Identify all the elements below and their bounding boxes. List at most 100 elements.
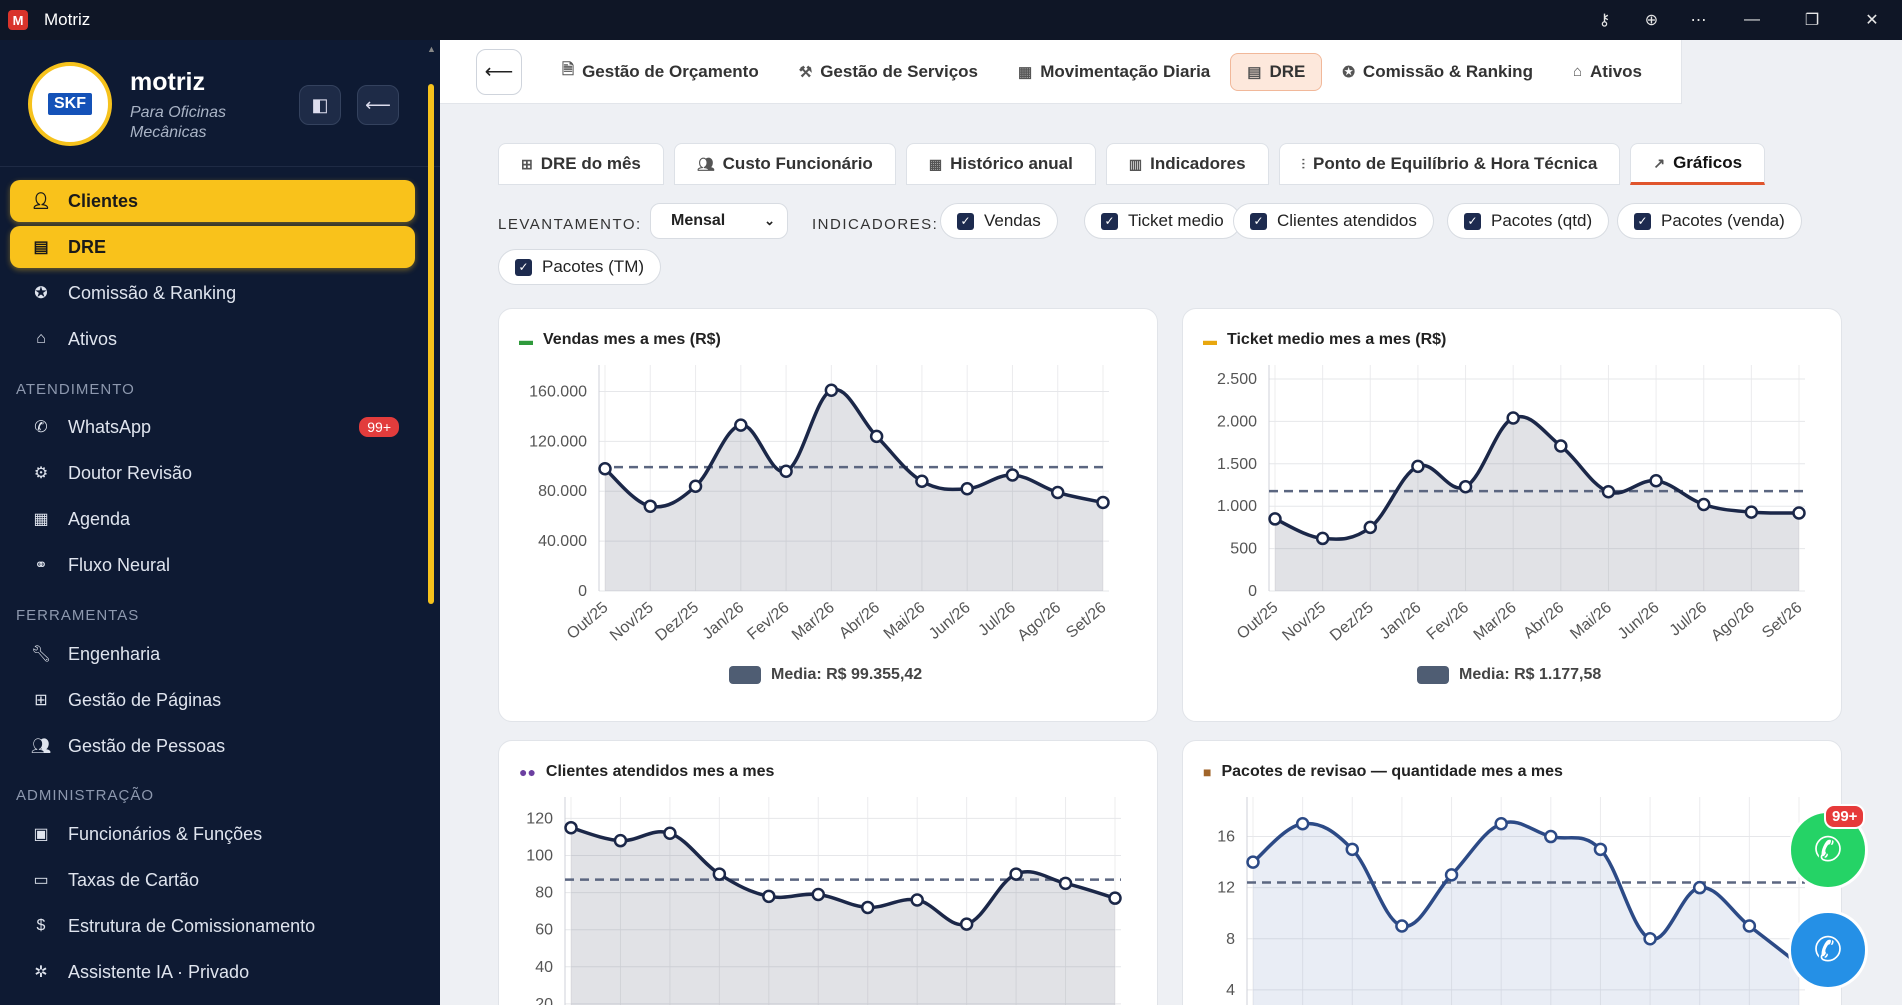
main-content: ⟵ 🗎︎ Gestão de Orçamento ⚒ Gestão de Servi… [440, 40, 1902, 1005]
subtab-ponto-equilibrio[interactable]: ⫶ Ponto de Equilíbrio & Hora Técnica [1278, 143, 1621, 185]
id-card-icon: ▣ [33, 826, 49, 843]
table-icon: ⊞ [521, 155, 533, 172]
series-area [1253, 822, 1799, 1005]
indicator-chip-clientes-atendidos[interactable]: ✓ Clientes atendidos [1233, 203, 1434, 239]
indicator-chip-vendas[interactable]: ✓ Vendas [940, 203, 1058, 239]
indicator-chip-ticket-medio[interactable]: ✓ Ticket medio [1084, 203, 1241, 239]
tab-dre[interactable]: ▤ DRE [1230, 52, 1323, 91]
wrench-icon: 🔧︎ [30, 646, 52, 663]
data-point [1246, 855, 1260, 869]
y-tick-label: 100 [526, 848, 553, 865]
data-point [1792, 506, 1806, 520]
y-tick-label: 0 [578, 583, 587, 600]
more-icon[interactable]: ⋯ [1690, 12, 1707, 29]
whatsapp-badge: 99+ [359, 417, 399, 437]
subtab-custo-funcionario[interactable]: 👥︎ Custo Funcionário [673, 143, 896, 185]
brand-name: motriz [130, 68, 205, 96]
tab-movimentacao-diaria[interactable]: ▦ Movimentação Diaria [1018, 61, 1211, 81]
calendar-clock-icon: ▦ [1018, 63, 1033, 81]
checkbox-checked-icon[interactable]: ✓ [1250, 212, 1267, 230]
legend-swatch [1417, 666, 1449, 684]
sidebar-item-doutor-revisao[interactable]: ⚙ Doutor Revisão [10, 452, 415, 494]
ai-icon: ✲ [34, 964, 48, 981]
y-tick-label: 8 [1226, 931, 1235, 948]
x-tick-label: Jun/26 [926, 599, 974, 643]
levantamento-select[interactable]: Mensal ⌄ [650, 203, 788, 239]
box-icon: ■ [1203, 764, 1212, 780]
checkbox-checked-icon[interactable]: ✓ [957, 212, 974, 230]
sidebar-item-comissao[interactable]: ✪ Comissão & Ranking [10, 272, 415, 314]
whatsapp-icon: ✆ [1813, 831, 1843, 869]
checkbox-checked-icon[interactable]: ✓ [515, 258, 532, 276]
minimize-button[interactable]: — [1744, 11, 1760, 28]
indicator-chip-pacotes-tm[interactable]: ✓ Pacotes (TM) [498, 249, 662, 285]
key-icon[interactable]: ⚷ [1598, 12, 1611, 29]
sidebar-item-taxas-cartao[interactable]: ▭ Taxas de Cartão [10, 859, 415, 901]
indicator-chip-pacotes-qtd[interactable]: ✓ Pacotes (qtd) [1447, 203, 1610, 239]
users-icon: 👥︎ [696, 155, 715, 172]
subtab-indicadores[interactable]: ▥ Indicadores [1105, 143, 1269, 185]
section-atendimento: ATENDIMENTO [16, 381, 135, 398]
sidebar-item-dre[interactable]: ▤ DRE [10, 226, 415, 268]
data-point [915, 474, 929, 489]
sidebar-item-assistente-ia[interactable]: ✲ Assistente IA · Privado [10, 951, 415, 993]
indicator-chip-pacotes-venda[interactable]: ✓ Pacotes (venda) [1617, 203, 1802, 239]
scroll-up-icon[interactable]: ▲ [427, 44, 436, 54]
data-point [1554, 439, 1568, 453]
checkbox-checked-icon[interactable]: ✓ [1464, 212, 1481, 230]
sidebar-item-fluxo-neural[interactable]: ⚭ Fluxo Neural [10, 544, 415, 586]
award-icon: ✪ [34, 285, 48, 302]
indicadores-label: INDICADORES: [812, 216, 939, 233]
checkbox-checked-icon[interactable]: ✓ [1101, 212, 1118, 230]
data-point [643, 499, 658, 513]
sidebar-item-ativos[interactable]: ⌂ Ativos [10, 318, 415, 360]
sidebar-item-clientes[interactable]: 👤︎ Clientes [10, 180, 415, 222]
sidebar-item-whatsapp[interactable]: ✆ WhatsApp 99+ [10, 406, 415, 448]
sidebar-item-estrutura-comissionamento[interactable]: $ Estrutura de Comissionamento [10, 905, 415, 947]
data-point [1050, 485, 1065, 500]
back-button[interactable]: ⟵ [476, 48, 522, 95]
sidebar-item-agenda[interactable]: ▦ Agenda [10, 498, 415, 540]
collapse-sidebar-button[interactable]: ◧ [299, 85, 341, 125]
people-icon: ●● [519, 764, 536, 780]
data-point [1295, 817, 1310, 831]
chart-title: ●● Clientes atendidos mes a mes [519, 763, 775, 780]
x-tick-label: Ago/26 [1015, 599, 1065, 645]
sidebar-back-button[interactable]: ⟵ [357, 85, 399, 125]
y-tick-label: 16 [1217, 829, 1235, 846]
sidebar-item-gestao-paginas[interactable]: ⊞ Gestão de Páginas [10, 679, 415, 721]
trend-icon: ↗ [1653, 154, 1666, 171]
tab-comissao-ranking[interactable]: ✪ Comissão & Ranking [1342, 61, 1533, 81]
maximize-button[interactable]: ❐ [1804, 12, 1820, 29]
tab-ativos[interactable]: ⌂ Ativos [1572, 61, 1642, 81]
x-tick-label: Ago/26 [1708, 599, 1758, 645]
y-tick-label: 80.000 [538, 483, 587, 500]
chart-title: ▬ Vendas mes a mes (R$) [519, 331, 721, 348]
data-point [1649, 474, 1663, 488]
y-tick-label: 1.000 [1217, 498, 1257, 515]
x-tick-label: Jan/26 [700, 599, 748, 643]
y-tick-label: 4 [1226, 982, 1235, 999]
tab-gestao-servicos[interactable]: ⚒ Gestão de Serviços [798, 61, 978, 81]
award-icon: ✪ [1342, 63, 1355, 81]
data-point [1268, 512, 1282, 526]
data-point [1345, 842, 1360, 857]
chart-card-vendas: ▬ Vendas mes a mes (R$) 0 40.000 80.000 120.… [498, 308, 1158, 722]
data-point [1315, 531, 1330, 546]
tab-gestao-orcamento[interactable]: 🗎︎ Gestão de Orçamento [562, 59, 759, 84]
clipboard-icon: ▤ [33, 239, 49, 256]
data-point [1009, 867, 1023, 881]
chat-fab[interactable]: ✆ [1788, 910, 1868, 990]
sidebar-scrollbar[interactable] [428, 84, 434, 604]
sidebar-item-funcionarios[interactable]: ▣ Funcionários & Funções [10, 813, 415, 855]
chat-bubble-icon: ✆ [1813, 931, 1843, 969]
subtab-graficos[interactable]: ↗ Gráficos [1630, 143, 1766, 185]
checkbox-checked-icon[interactable]: ✓ [1634, 212, 1651, 230]
subtab-dre-mes[interactable]: ⊞ DRE do mês [498, 143, 664, 185]
sidebar-item-engenharia[interactable]: 🔧︎ Engenharia [30, 643, 161, 664]
close-button[interactable]: ✕ [1865, 12, 1879, 29]
data-point [811, 887, 826, 902]
sidebar-item-gestao-pessoas[interactable]: 👥︎ Gestão de Pessoas [30, 735, 226, 756]
subtab-historico-anual[interactable]: ▦ Histórico anual [905, 143, 1096, 185]
zoom-icon[interactable]: ⊕ [1644, 12, 1659, 29]
